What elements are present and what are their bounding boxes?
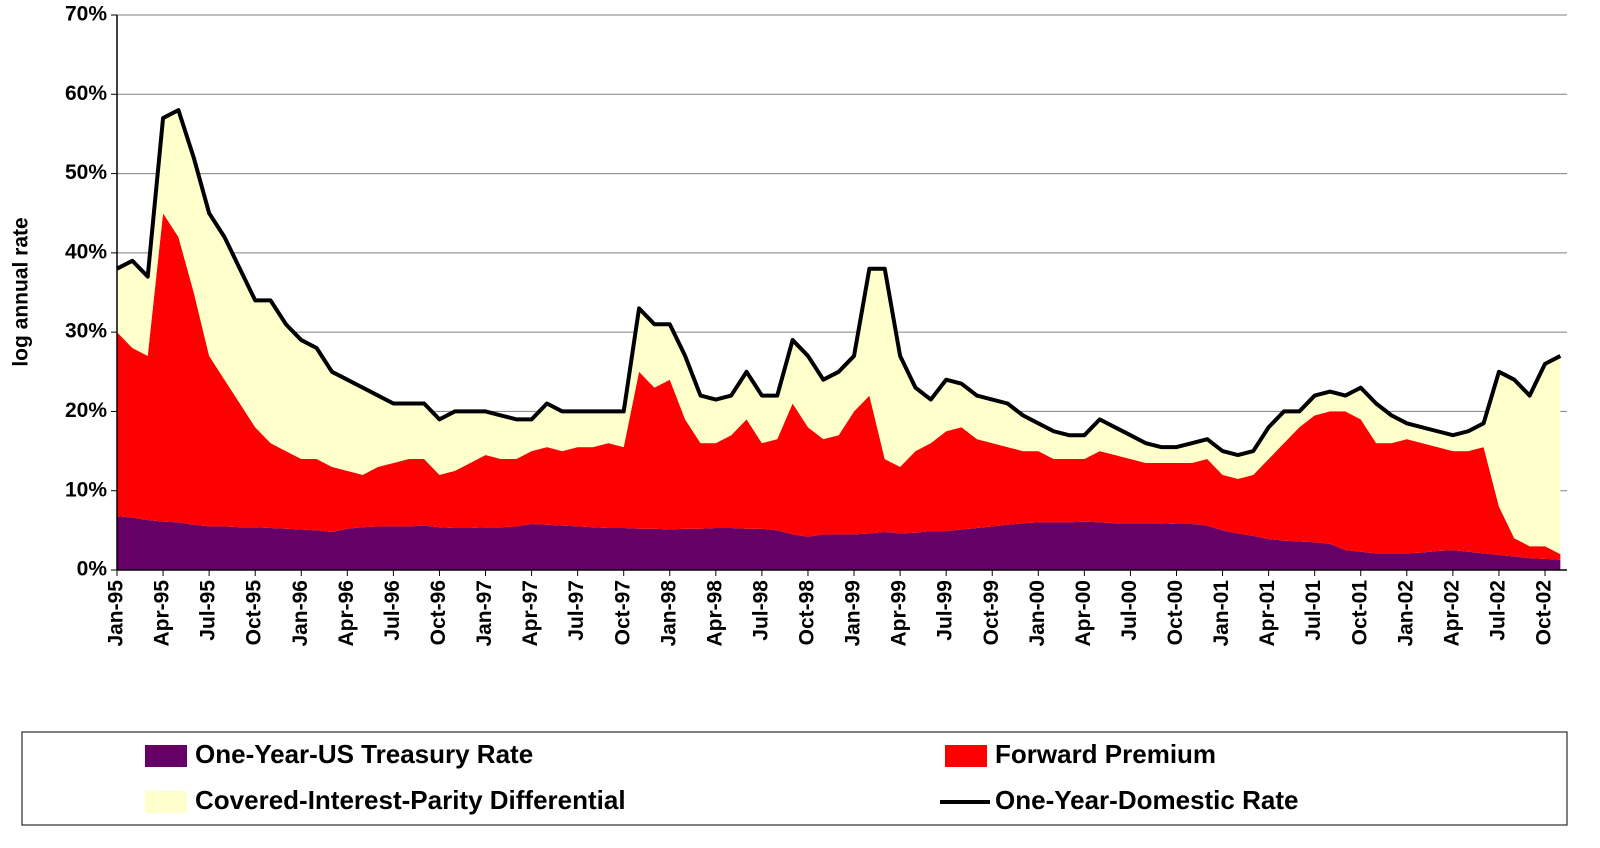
x-tick-label: Jul-00: [1118, 580, 1141, 641]
x-tick-label: Jan-99: [842, 580, 865, 647]
x-tick-label: Jan-96: [289, 580, 312, 647]
x-tick-label: Apr-98: [703, 580, 726, 647]
y-tick-label: 50%: [65, 161, 107, 184]
x-tick-label: Apr-95: [151, 580, 174, 647]
y-tick-label: 60%: [65, 82, 107, 105]
x-tick-label: Jul-99: [934, 580, 957, 641]
y-tick-label: 0%: [77, 558, 108, 581]
x-tick-label: Oct-00: [1164, 580, 1187, 645]
y-tick-label: 10%: [65, 478, 107, 501]
x-tick-label: Jan-01: [1210, 580, 1233, 647]
x-tick-label: Oct-97: [611, 580, 634, 645]
legend-label: Forward Premium: [995, 739, 1216, 769]
x-tick-label: Jan-00: [1026, 580, 1049, 647]
x-tick-label: Apr-97: [519, 580, 542, 647]
x-tick-label: Jan-95: [105, 580, 128, 647]
line: [116, 108, 1562, 458]
x-tick-label: Jul-95: [197, 580, 220, 641]
y-tick-label: 30%: [65, 320, 107, 343]
area: [117, 516, 1561, 570]
area: [117, 213, 1561, 560]
x-tick-label: Apr-96: [335, 580, 358, 647]
x-tick-label: Jan-98: [657, 580, 680, 647]
x-tick-label: Oct-99: [980, 580, 1003, 645]
y-tick-label: 70%: [65, 3, 107, 26]
x-tick-label: Apr-00: [1072, 580, 1095, 647]
x-tick-label: Jul-96: [381, 580, 404, 641]
x-tick-label: Jan-02: [1394, 580, 1417, 647]
y-tick-label: 20%: [65, 399, 107, 422]
x-tick-label: Apr-99: [888, 580, 911, 647]
legend-label: Covered-Interest-Parity Differential: [195, 785, 626, 815]
x-tick-label: Apr-01: [1256, 580, 1279, 647]
legend-label: One-Year-US Treasury Rate: [195, 739, 533, 769]
legend-swatch: [145, 791, 187, 813]
x-tick-label: Jul-01: [1302, 580, 1325, 641]
x-tick-label: Jan-97: [473, 580, 496, 647]
y-axis-label: log annual rate: [10, 217, 33, 366]
legend-box: [21, 731, 1568, 826]
x-tick-label: Oct-02: [1533, 580, 1556, 645]
y-tick-label: 40%: [65, 240, 107, 263]
legend-swatch: [945, 745, 987, 767]
x-tick-label: Apr-02: [1440, 580, 1463, 647]
x-tick-label: Jul-98: [749, 580, 772, 641]
x-tick-label: Oct-95: [243, 580, 266, 646]
legend-label: One-Year-Domestic Rate: [995, 785, 1298, 815]
x-tick-label: Jul-02: [1486, 580, 1509, 641]
x-tick-label: Jul-97: [565, 580, 588, 641]
x-tick-label: Oct-98: [796, 580, 819, 646]
legend-swatch: [145, 745, 187, 767]
x-tick-label: Oct-01: [1348, 580, 1371, 646]
x-tick-label: Oct-96: [427, 580, 450, 645]
